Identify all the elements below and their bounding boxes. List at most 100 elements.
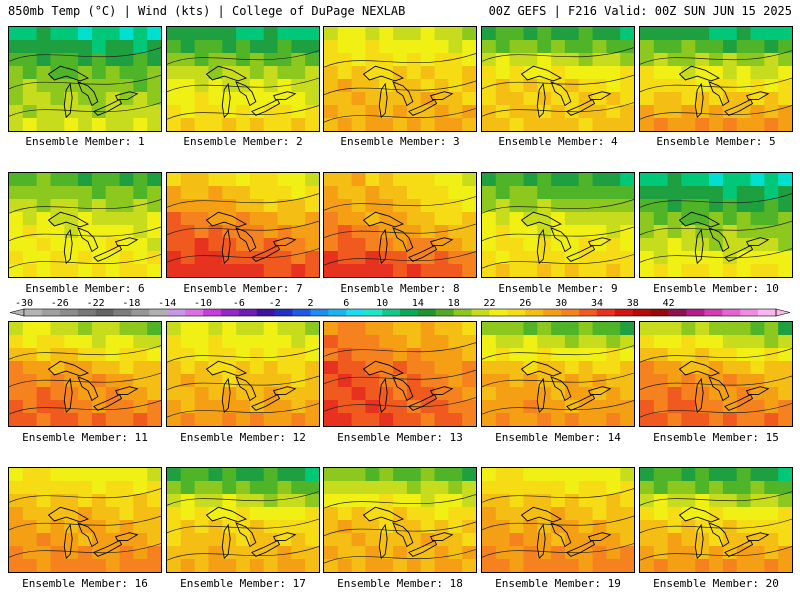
temperature-field-map	[9, 468, 161, 572]
ensemble-member-label: Ensemble Member: 19	[495, 577, 621, 590]
ensemble-member-label: Ensemble Member: 1	[25, 135, 145, 148]
ensemble-member-label: Ensemble Member: 16	[22, 577, 148, 590]
ensemble-member-label: Ensemble Member: 17	[180, 577, 306, 590]
colorbar-swatch	[650, 309, 669, 316]
temperature-field-map	[640, 173, 792, 277]
colorbar-swatch	[417, 309, 437, 316]
colorbar-tick-label: 26	[519, 298, 531, 309]
ensemble-map-panel	[481, 467, 635, 573]
temperature-field-map	[482, 468, 634, 572]
ensemble-map-panel	[8, 26, 162, 132]
ensemble-map-panel	[166, 26, 320, 132]
colorbar-swatch	[310, 309, 329, 316]
colorbar-swatch	[704, 309, 723, 316]
colorbar-swatch	[525, 309, 544, 316]
colorbar-tick-label: 34	[591, 298, 603, 309]
ensemble-map-panel	[323, 172, 477, 278]
temperature-field-map	[482, 173, 634, 277]
colorbar-swatch	[113, 309, 132, 316]
colorbar-swatch	[561, 309, 580, 316]
colorbar-tick-label: 2	[307, 298, 313, 309]
colorbar-swatch	[435, 309, 455, 316]
colorbar-swatch	[489, 309, 508, 316]
temperature-field-map	[324, 27, 476, 131]
colorbar-swatch	[346, 309, 365, 316]
temperature-field-map	[167, 322, 319, 426]
colorbar-swatch	[382, 309, 401, 316]
colorbar-swatch	[758, 309, 777, 316]
colorbar-swatch	[59, 309, 79, 316]
colorbar-tick-label: 14	[412, 298, 424, 309]
ensemble-map-panel	[8, 467, 162, 573]
colorbar-swatch	[543, 309, 562, 316]
ensemble-member-label: Ensemble Member: 15	[653, 431, 779, 444]
colorbar-swatch	[400, 309, 419, 316]
colorbar-swatch	[167, 309, 186, 316]
temperature-field-map	[167, 27, 319, 131]
run-valid-time: 00Z GEFS | F216 Valid: 00Z SUN JUN 15 20…	[488, 4, 792, 18]
colorbar-swatch	[579, 309, 598, 316]
colorbar-tick-label: 38	[627, 298, 639, 309]
ensemble-map-panel	[166, 467, 320, 573]
colorbar-swatch	[274, 309, 293, 316]
colorbar-swatch	[185, 309, 204, 316]
ensemble-map-panel	[166, 321, 320, 427]
colorbar-swatch	[292, 309, 311, 316]
temperature-field-map	[640, 468, 792, 572]
ensemble-member-label: Ensemble Member: 20	[653, 577, 779, 590]
ensemble-map-panel	[323, 26, 477, 132]
colorbar-swatch	[614, 309, 634, 316]
ensemble-map-panel	[639, 467, 793, 573]
colorbar-tick-label: 10	[376, 298, 388, 309]
ensemble-map-panel	[639, 321, 793, 427]
colorbar-swatch	[24, 309, 43, 316]
temperature-field-map	[9, 322, 161, 426]
colorbar-tick-label: 18	[448, 298, 460, 309]
colorbar-swatch	[41, 309, 61, 316]
ensemble-member-label: Ensemble Member: 12	[180, 431, 306, 444]
ensemble-member-label: Ensemble Member: 2	[183, 135, 303, 148]
colorbar-swatch	[256, 309, 275, 316]
colorbar-swatch	[203, 309, 222, 316]
colorbar-swatch	[596, 309, 616, 316]
colorbar-swatch	[131, 309, 150, 316]
colorbar-swatch	[668, 309, 687, 316]
ensemble-member-label: Ensemble Member: 7	[183, 282, 303, 295]
temperature-field-map	[324, 468, 476, 572]
colorbar-swatch	[220, 309, 240, 316]
ensemble-map-panel	[166, 172, 320, 278]
colorbar-swatch	[740, 309, 759, 316]
ensemble-member-label: Ensemble Member: 5	[656, 135, 776, 148]
ensemble-map-panel	[323, 321, 477, 427]
temperature-field-map	[9, 173, 161, 277]
temperature-field-map	[9, 27, 161, 131]
map-title: 850mb Temp (°C) | Wind (kts) | College o…	[8, 4, 406, 18]
colorbar-swatch	[471, 309, 490, 316]
ensemble-map-panel	[8, 321, 162, 427]
temperature-field-map	[324, 173, 476, 277]
ensemble-map-panel	[481, 26, 635, 132]
colorbar-swatch	[77, 309, 96, 316]
colorbar-tick-label: 30	[555, 298, 567, 309]
ensemble-member-label: Ensemble Member: 13	[337, 431, 463, 444]
colorbar-tick-label: 42	[663, 298, 675, 309]
colorbar-tick-label: 22	[483, 298, 495, 309]
colorbar-low-arrow	[9, 308, 25, 317]
colorbar-tick-label: -2	[269, 298, 281, 309]
colorbar-tick-label: -30	[15, 298, 33, 309]
colorbar-swatch	[507, 309, 526, 316]
ensemble-map-panel	[481, 172, 635, 278]
ensemble-map-panel	[639, 26, 793, 132]
colorbar-swatch	[238, 309, 258, 316]
ensemble-map-panel	[481, 321, 635, 427]
ensemble-member-label: Ensemble Member: 6	[25, 282, 145, 295]
ensemble-member-label: Ensemble Member: 14	[495, 431, 621, 444]
colorbar-tick-label: -10	[194, 298, 212, 309]
temperature-field-map	[482, 27, 634, 131]
temperature-field-map	[482, 322, 634, 426]
ensemble-map-panel	[639, 172, 793, 278]
temperature-colorbar: -30 -26 -22 -18 -14 -10 -6 -2 2 6 10 14 18 22 26 30 34 38…	[9, 298, 791, 317]
colorbar-swatch	[453, 309, 472, 316]
ensemble-member-label: Ensemble Member: 11	[22, 431, 148, 444]
colorbar-tick-label: -6	[233, 298, 245, 309]
